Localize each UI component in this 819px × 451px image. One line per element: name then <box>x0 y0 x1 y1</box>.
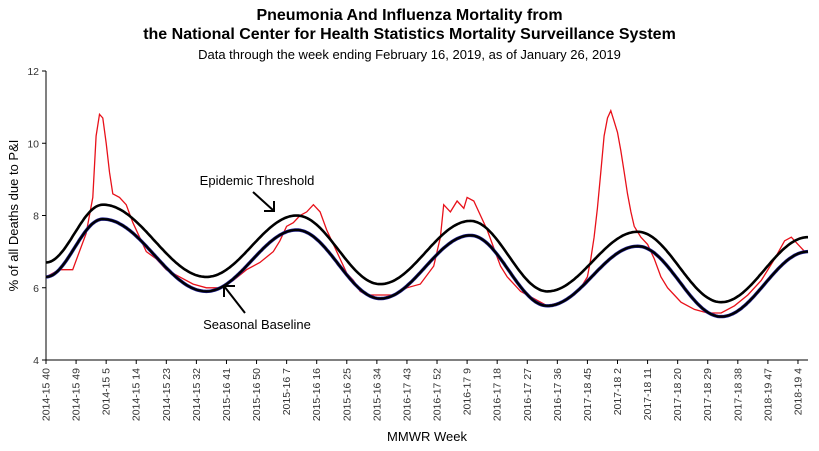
x-tick-label: 2015-16 7 <box>281 368 293 415</box>
x-tick-label: 2014-15 32 <box>191 368 203 421</box>
x-tick-label: 2018-19 4 <box>792 368 804 415</box>
y-tick-label: 10 <box>27 138 39 150</box>
series-seasonal-baseline-line <box>45 217 809 318</box>
chart-title-line1: Pneumonia And Influenza Mortality from <box>256 7 563 24</box>
series-observed-line <box>45 108 806 314</box>
y-axis-title: % of all Deaths due to P&I <box>6 140 21 292</box>
arrow-seasonal-baseline-shaft <box>223 285 246 314</box>
x-tick-label: 2016-17 36 <box>552 368 564 421</box>
x-tick-label: 2014-15 5 <box>101 368 113 415</box>
y-tick-label: 8 <box>33 211 39 223</box>
x-tick-label: 2016-17 52 <box>432 368 444 421</box>
x-tick-label: 2015-16 50 <box>251 368 263 421</box>
x-tick-label: 2014-15 23 <box>161 368 173 421</box>
annotation-epidemic-threshold: Epidemic Threshold <box>200 173 315 188</box>
x-tick-label: 2014-15 14 <box>131 368 143 421</box>
x-tick-label: 2017-18 11 <box>642 368 654 421</box>
series-seasonal-baseline-underlay <box>45 217 809 319</box>
y-tick-label: 12 <box>27 66 39 78</box>
x-tick-label: 2016-17 43 <box>401 368 413 421</box>
x-tick-label: 2015-16 16 <box>311 368 323 421</box>
chart-title-line2: the National Center for Health Statistic… <box>143 26 676 43</box>
chart-subtitle: Data through the week ending February 16… <box>198 47 621 62</box>
x-tick-label: 2015-16 25 <box>341 368 353 421</box>
arrow-epidemic-threshold-shaft <box>252 191 275 212</box>
annotation-seasonal-baseline: Seasonal Baseline <box>203 317 311 332</box>
x-tick-label: 2017-18 45 <box>582 368 594 421</box>
x-tick-label: 2015-16 34 <box>371 368 383 421</box>
x-tick-label: 2015-16 41 <box>221 368 233 421</box>
x-tick-label: 2016-17 9 <box>462 368 474 415</box>
x-axis-title: MMWR Week <box>387 429 467 444</box>
x-tick-label: 2014-15 49 <box>71 368 83 421</box>
x-tick-label: 2017-18 29 <box>702 368 714 421</box>
x-tick-label: 2017-18 20 <box>672 368 684 421</box>
x-tick-label: 2017-18 38 <box>732 368 744 421</box>
x-tick-label: 2016-17 18 <box>492 368 504 421</box>
x-tick-label: 2016-17 27 <box>522 368 534 421</box>
y-tick-label: 4 <box>33 355 39 367</box>
x-tick-label: 2014-15 40 <box>41 368 53 421</box>
x-tick-label: 2017-18 2 <box>612 368 624 415</box>
arrow-seasonal-baseline-head <box>223 285 235 297</box>
y-tick-label: 6 <box>33 283 39 295</box>
x-tick-label: 2018-19 47 <box>762 368 774 421</box>
arrow-epidemic-threshold-head <box>264 201 275 212</box>
series-epidemic-threshold-line <box>45 203 808 304</box>
